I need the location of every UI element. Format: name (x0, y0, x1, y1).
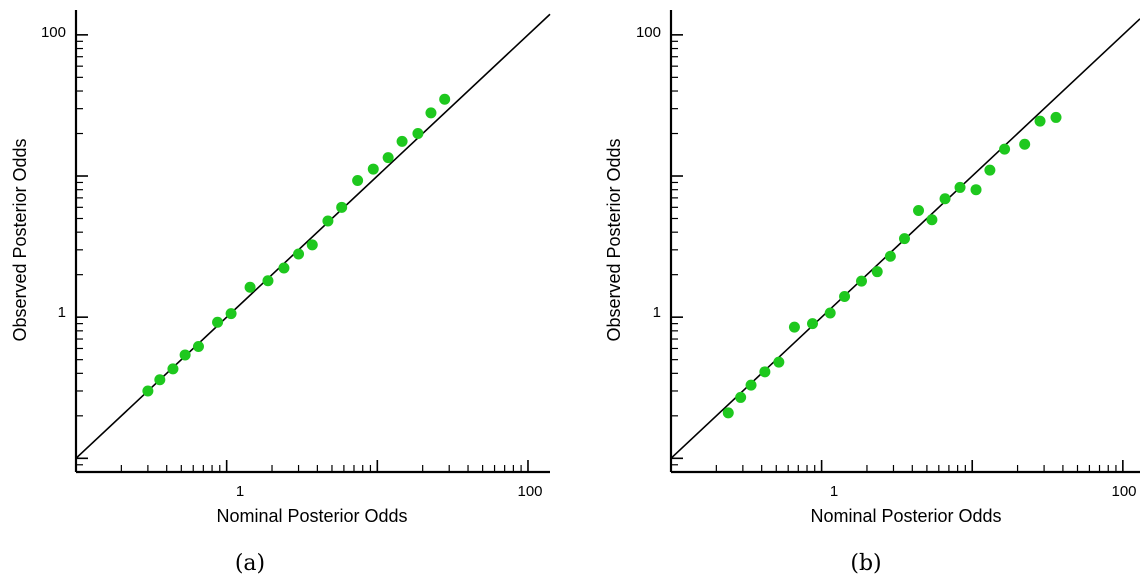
panel-a-data-point-17 (396, 135, 408, 147)
panel-b-data-point-5 (788, 321, 800, 333)
panel-b-data-point-18 (984, 164, 996, 176)
panel-b-x-tick-label-1: 100 (1111, 483, 1136, 500)
panel-b-ticks (670, 34, 1124, 473)
panel-a-data-point-4 (192, 340, 204, 352)
panel-a-y-axis-label: Observed Posterior Odds (10, 138, 30, 341)
panel-a-x-tick-label-0: 1 (236, 483, 244, 500)
panel-b-data-point-11 (884, 250, 896, 262)
panel-a-ticks (75, 34, 529, 473)
panel-b-y-axis-label: Observed Posterior Odds (604, 138, 624, 341)
panel-b-x-tick-label-0: 1 (830, 483, 838, 500)
panel-b-axes (669, 10, 1140, 474)
panel-a-data-point-11 (306, 239, 318, 251)
panel-a-data-point-12 (322, 215, 334, 227)
panel-b: 1 100 1 100 Nominal Posterior Odds Obser… (604, 10, 1140, 576)
panel-b-data-point-2 (745, 379, 757, 391)
panel-b-y-tick-label-1: 100 (636, 24, 661, 41)
panel-b-data-point-17 (970, 184, 982, 196)
panel-b-data-point-12 (898, 233, 910, 245)
panel-a-caption: (a) (235, 551, 265, 576)
panel-a-data-point-8 (262, 275, 274, 287)
panel-a-data-point-14 (352, 174, 364, 186)
panel-a-x-axis-label: Nominal Posterior Odds (216, 506, 407, 526)
panel-b-data-point-10 (871, 266, 883, 278)
panel-b-caption: (b) (850, 551, 881, 576)
panel-a-data-point-20 (439, 93, 451, 105)
panel-b-data-point-21 (1034, 115, 1046, 127)
panel-b-data-point-9 (855, 275, 867, 287)
panel-a-data-point-3 (179, 349, 191, 361)
panel-b-data-point-14 (926, 214, 938, 226)
panel-a-data-point-7 (244, 281, 256, 293)
panel-a-axes (74, 10, 550, 474)
panel-a: 1 100 1 100 Nominal Posterior Odds Obser… (10, 10, 551, 576)
panel-a-data-point-2 (167, 363, 179, 375)
panel-a-reference-line-group (75, 13, 551, 459)
panel-a-data-point-6 (225, 308, 237, 320)
panel-b-data-point-13 (913, 204, 925, 216)
panel-b-x-axis-label: Nominal Posterior Odds (810, 506, 1001, 526)
panel-b-data-point-4 (773, 356, 785, 368)
panel-b-points (722, 111, 1062, 419)
panel-b-data-point-1 (735, 391, 747, 403)
panel-a-y-tick-label-1: 100 (41, 24, 66, 41)
panel-a-data-point-5 (212, 316, 224, 328)
panel-a-data-point-1 (154, 374, 166, 386)
panel-b-data-point-20 (1019, 138, 1031, 150)
panel-a-data-point-13 (336, 201, 348, 213)
panel-a-reference-line (75, 13, 551, 459)
panel-a-data-point-0 (142, 385, 154, 397)
panel-a-data-point-9 (278, 262, 290, 274)
panel-b-data-point-15 (939, 193, 951, 205)
panel-b-data-point-7 (824, 307, 836, 319)
panel-b-data-point-22 (1050, 111, 1062, 123)
panel-b-data-point-16 (954, 181, 966, 193)
panel-a-y-tick-label-0: 1 (58, 304, 66, 321)
panel-a-data-point-10 (293, 248, 305, 260)
panel-b-data-point-8 (839, 291, 851, 303)
panel-a-data-point-15 (367, 163, 379, 175)
panel-b-y-tick-label-0: 1 (653, 304, 661, 321)
panel-b-data-point-0 (722, 407, 734, 419)
panel-b-data-point-3 (759, 366, 771, 378)
panel-a-points (142, 93, 451, 397)
panel-b-data-point-19 (999, 143, 1011, 155)
panel-a-data-point-16 (382, 152, 394, 164)
panel-a-x-tick-label-1: 100 (517, 483, 542, 500)
panel-a-data-point-19 (425, 107, 437, 119)
panel-b-data-point-6 (807, 318, 819, 330)
panel-a-data-point-18 (412, 128, 424, 140)
